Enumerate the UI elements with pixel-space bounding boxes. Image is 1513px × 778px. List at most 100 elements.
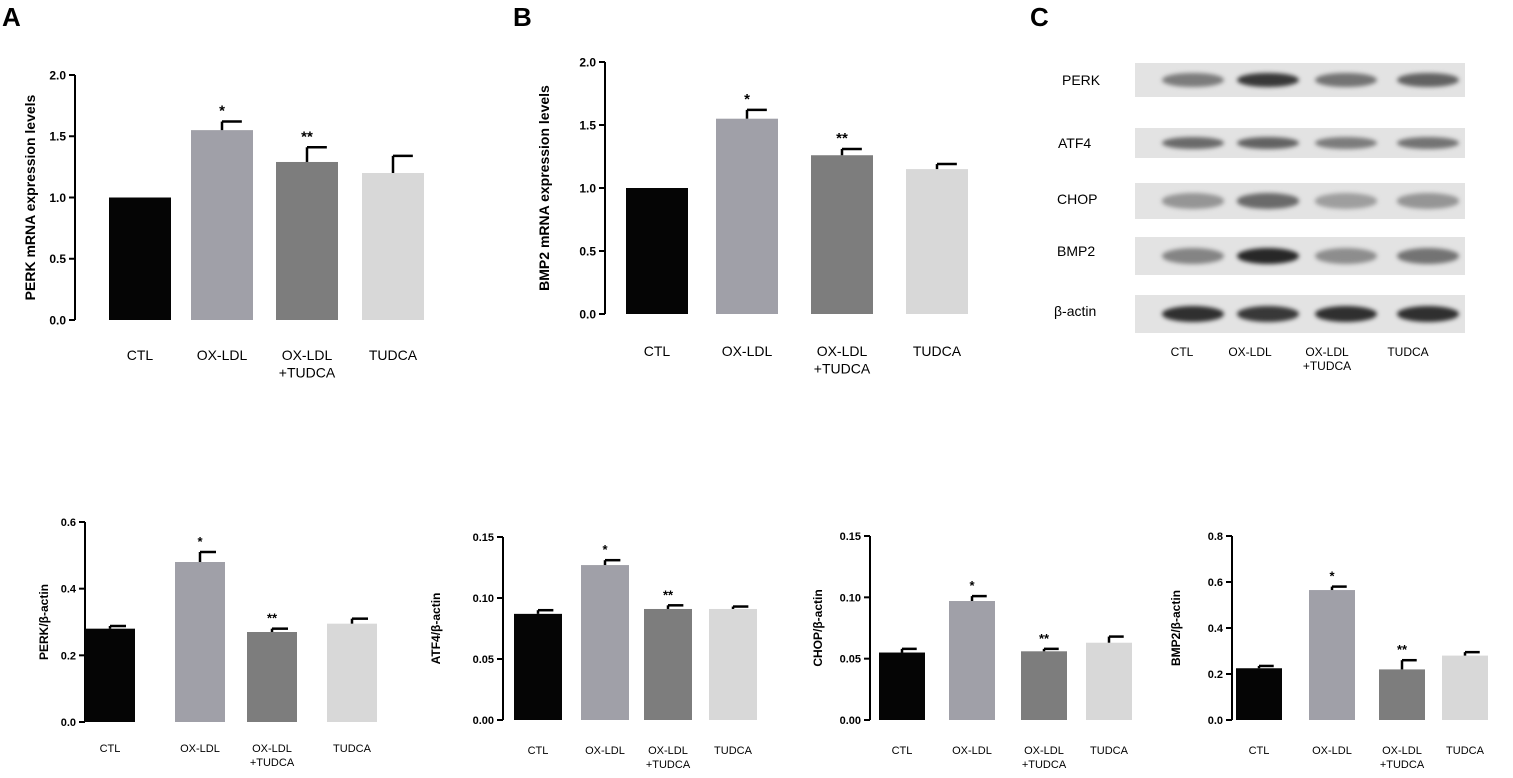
bar-tudca <box>709 608 757 720</box>
x-category-label: CTL <box>644 343 671 359</box>
y-tick-label: 1.0 <box>49 191 66 205</box>
x-category-label: OX-LDL +TUDCA <box>1022 745 1067 771</box>
blot-lane-label-ctl: CTL <box>1170 345 1194 359</box>
y-axis-label: PERK mRNA expression levels <box>22 94 38 300</box>
bar-ox-ldl <box>1309 590 1355 720</box>
blot-band <box>1397 72 1459 88</box>
bar-tudca <box>362 173 424 320</box>
x-category-label: OX-LDL +TUDCA <box>646 745 691 771</box>
significance-marker: ** <box>267 611 278 626</box>
significance-marker: * <box>744 91 750 108</box>
y-axis-label: ATF4/β-actin <box>429 593 443 665</box>
y-tick-label: 1.5 <box>579 118 596 132</box>
y-axis-label: BMP2 mRNA expression levels <box>536 85 552 291</box>
significance-marker: ** <box>1397 642 1408 657</box>
bar-tudca <box>327 623 377 722</box>
significance-marker: * <box>219 103 225 120</box>
chart-svg: 0.0 0.2 0.4 0.6 PERK/β-actin CTL * OX-LDL ** OX-L… <box>37 517 377 769</box>
x-category-label: CTL <box>1249 745 1270 757</box>
blot-row-label-bmp2: BMP2 <box>1057 243 1096 259</box>
y-tick-label: 1.5 <box>49 130 66 144</box>
blot-lane-label-ox-ldl-tudca: OX-LDL +TUDCA <box>1302 345 1352 374</box>
y-tick-label: 0.0 <box>49 313 66 327</box>
bar-ox-ldl-tudca <box>1021 651 1067 720</box>
y-tick-label: 0.10 <box>473 593 494 605</box>
chart-svg: 0.00 0.05 0.10 0.15 ATF4/β-actin CTL * OX-LDL **… <box>429 532 757 771</box>
y-tick-label: 0.5 <box>49 252 66 266</box>
blot-strip-chop <box>1135 183 1465 219</box>
chart-atf4-actin: 0.00 0.05 0.10 0.15 ATF4/β-actin CTL * OX-LDL **… <box>412 500 802 778</box>
x-category-label: TUDCA <box>1090 745 1129 757</box>
x-category-label: OX-LDL +TUDCA <box>814 343 871 377</box>
y-tick-label: 2.0 <box>579 55 596 69</box>
y-tick-label: 0.6 <box>1208 577 1223 589</box>
y-tick-label: 2.0 <box>49 68 66 82</box>
significance-marker: ** <box>663 587 674 602</box>
blot-band <box>1237 72 1299 88</box>
y-tick-label: 0.2 <box>61 650 76 662</box>
blot-band <box>1315 136 1377 150</box>
blot-band <box>1315 248 1377 264</box>
y-tick-label: 0.05 <box>840 654 861 666</box>
blot-lane-label-tudca: TUDCA <box>1387 345 1429 359</box>
bar-ox-ldl-tudca <box>247 632 297 722</box>
x-category-label: TUDCA <box>369 347 418 363</box>
bar-ox-ldl-tudca <box>644 608 692 720</box>
blot-band <box>1397 306 1459 322</box>
x-category-label: OX-LDL +TUDCA <box>1380 745 1425 771</box>
blot-band <box>1162 136 1224 150</box>
x-category-label: OX-LDL <box>1312 745 1352 757</box>
blot-strip-perk <box>1135 63 1465 97</box>
significance-marker: * <box>1329 569 1335 584</box>
bar-ctl <box>1236 668 1282 720</box>
bar-ctl <box>879 652 925 720</box>
bar-ox-ldl <box>581 565 629 720</box>
blot-row-label-chop: CHOP <box>1057 191 1098 207</box>
chart-svg: 0.00 0.05 0.10 0.15 CHOP/β-actin CTL * OX-LDL **… <box>811 531 1132 771</box>
y-tick-label: 0.6 <box>61 517 76 529</box>
significance-marker: ** <box>301 128 313 145</box>
x-category-label: CTL <box>100 743 121 755</box>
blot-strip-beta-actin <box>1135 295 1465 333</box>
y-tick-label: 0.5 <box>579 244 596 258</box>
bar-ox-ldl <box>716 118 778 314</box>
panel-label-b: B <box>513 2 532 32</box>
chart-perk-mrna: 0.0 0.5 1.0 1.5 2.0 PERK mRNA expression leve… <box>0 0 500 400</box>
bar-tudca <box>1442 655 1488 720</box>
y-axis-label: CHOP/β-actin <box>811 589 825 666</box>
y-tick-label: 0.15 <box>473 532 494 544</box>
blot-strip-bmp2 <box>1135 237 1465 275</box>
y-tick-label: 0.10 <box>840 592 861 604</box>
significance-marker: ** <box>1039 631 1050 646</box>
y-tick-label: 0.0 <box>61 717 76 729</box>
y-tick-label: 0.05 <box>473 654 494 666</box>
chart-chop-actin: 0.00 0.05 0.10 0.15 CHOP/β-actin CTL * OX-LDL **… <box>780 500 1170 778</box>
y-tick-label: 0.2 <box>1208 669 1223 681</box>
bar-ctl <box>109 197 171 320</box>
y-tick-label: 0.15 <box>840 531 861 543</box>
significance-marker: * <box>969 578 975 593</box>
blot-strip-atf4 <box>1135 128 1465 158</box>
y-tick-label: 0.00 <box>473 715 494 727</box>
bar-ox-ldl <box>175 562 225 722</box>
x-category-label: CTL <box>892 745 913 757</box>
significance-marker: * <box>197 534 203 549</box>
blot-band <box>1237 248 1299 264</box>
panel-label-a: A <box>2 2 21 32</box>
blot-band <box>1315 193 1377 209</box>
chart-svg: 0.0 0.2 0.4 0.6 0.8 BMP2/β-actin CTL * OX-LDL ** O… <box>1169 531 1488 771</box>
blot-band <box>1162 72 1224 88</box>
y-tick-label: 0.00 <box>840 715 861 727</box>
significance-marker: ** <box>836 130 848 147</box>
x-category-label: OX-LDL <box>585 745 625 757</box>
bar-ctl <box>85 628 135 722</box>
y-axis-label: PERK/β-actin <box>37 584 51 660</box>
x-category-label: OX-LDL <box>197 347 248 363</box>
x-category-label: OX-LDL <box>952 745 992 757</box>
blot-band <box>1397 136 1459 150</box>
bar-ox-ldl-tudca <box>276 161 338 320</box>
x-category-label: TUDCA <box>714 745 753 757</box>
bar-tudca <box>1086 642 1132 720</box>
x-category-label: OX-LDL <box>722 343 773 359</box>
blot-band <box>1162 248 1224 264</box>
